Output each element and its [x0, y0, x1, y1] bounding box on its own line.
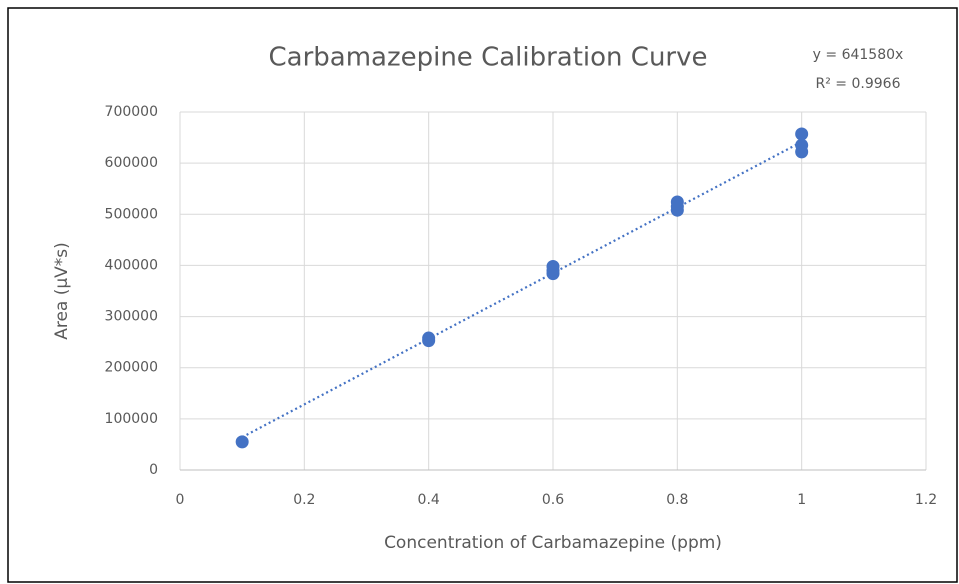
x-tick-label: 1.2	[915, 492, 937, 508]
trendline-equation: y = 641580x	[813, 47, 904, 63]
x-tick-label: 0	[176, 492, 185, 508]
y-axis-title: Area (µV*s)	[52, 242, 72, 340]
y-tick-label: 0	[149, 462, 158, 478]
x-tick-label: 0.6	[542, 492, 564, 508]
data-point	[422, 334, 436, 348]
x-tick-label: 0.4	[418, 492, 440, 508]
y-tick-label: 200000	[105, 360, 158, 376]
trendline	[241, 140, 803, 439]
y-tick-label: 500000	[105, 206, 158, 222]
y-tick-label: 600000	[105, 155, 158, 171]
data-point	[795, 127, 809, 141]
data-point	[670, 203, 684, 217]
data-point	[546, 267, 560, 281]
y-tick-label: 700000	[105, 104, 158, 120]
y-tick-label: 100000	[105, 411, 158, 427]
y-tick-label: 400000	[105, 257, 158, 273]
x-tick-label: 0.8	[666, 492, 688, 508]
chart-frame	[7, 7, 958, 583]
x-tick-label: 0.2	[293, 492, 315, 508]
x-axis-title: Concentration of Carbamazepine (ppm)	[384, 533, 722, 553]
r-squared: R² = 0.9966	[816, 76, 901, 92]
y-tick-label: 300000	[105, 309, 158, 325]
data-point	[795, 145, 809, 159]
data-point	[235, 435, 249, 449]
x-tick-label: 1	[797, 492, 806, 508]
chart-title: Carbamazepine Calibration Curve	[268, 43, 707, 73]
